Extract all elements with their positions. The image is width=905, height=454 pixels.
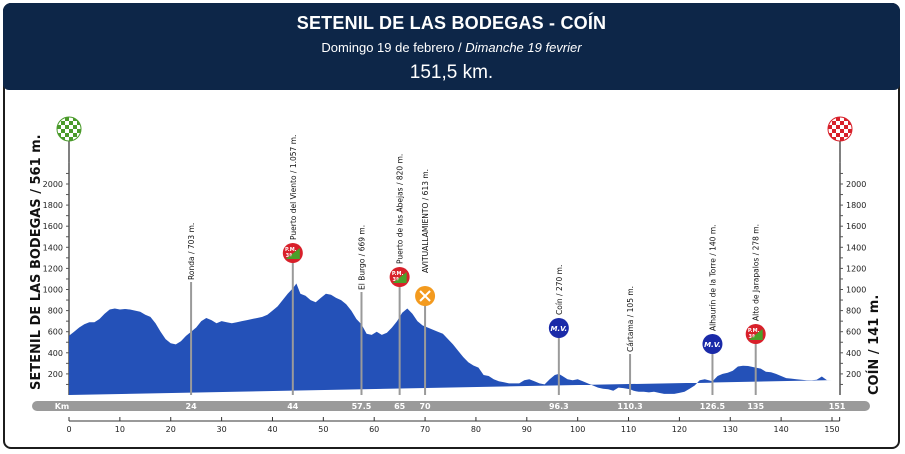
km-tick-label: 30 (217, 425, 227, 434)
right-altitude-axis: 200 400 600 800 1000 1200 1400 1600 1800 2000 (839, 162, 866, 395)
point-marker: P.M.3ª Puerto de las Abejas / 820 m. (389, 154, 410, 395)
point-marker: El Burgo / 669 m. (357, 225, 366, 395)
svg-text:P.M.: P.M. (748, 328, 760, 334)
point-label: Ronda / 703 m. (187, 223, 196, 280)
altitude-tick-label: 400 (846, 349, 861, 358)
km-bar-label: 126.5 (700, 402, 726, 411)
svg-text:3ª: 3ª (286, 253, 292, 259)
km-tick-label: 110 (621, 425, 636, 434)
altitude-tick-label: 1400 (43, 243, 63, 252)
km-tick-label: 70 (420, 425, 430, 434)
km-bar-label: 44 (287, 402, 299, 411)
km-tick-label: 40 (267, 425, 277, 434)
altitude-tick-label: 1600 (846, 222, 866, 231)
km-tick-label: 140 (773, 425, 788, 434)
km-tick-label: 120 (672, 425, 687, 434)
altitude-tick-label: 1600 (43, 222, 63, 231)
km-bar-background (32, 401, 870, 411)
km-tick-label: 60 (369, 425, 379, 434)
point-marker: AVITUALLAMIENTO / 613 m. (415, 169, 436, 395)
stage-title: SETENIL DE LAS BODEGAS - COÍN (296, 13, 607, 33)
altitude-tick-label: 600 (48, 328, 63, 337)
altitude-tick-label: 600 (846, 328, 861, 337)
km-tick-label: 20 (166, 425, 176, 434)
km-bar: Km 24 44 57.5 65 70 96.3 110.3 126.5 135 151 (32, 401, 870, 411)
stage-date: Domingo 19 de febrero / Dimanche 19 fevr… (3, 40, 900, 55)
svg-text:3ª: 3ª (749, 334, 755, 340)
km-bar-label: 135 (747, 402, 764, 411)
altitude-tick-label: 1400 (846, 243, 866, 252)
km-bar-label: 110.3 (617, 402, 642, 411)
altitude-tick-label: 800 (846, 307, 861, 316)
km-tick-label: 150 (824, 425, 839, 434)
stage-distance: 151,5 km. (409, 62, 494, 83)
altitude-tick-label: 400 (48, 349, 63, 358)
km-bar-label: 70 (419, 402, 431, 411)
km-tick-label: 80 (471, 425, 481, 434)
km-tick-label: 100 (570, 425, 585, 434)
point-label: AVITUALLAMIENTO / 613 m. (421, 169, 430, 273)
start-label: SETENIL DE LAS BODEGAS / 561 m. (29, 134, 44, 390)
svg-text:P.M.: P.M. (285, 247, 297, 253)
start-flag-icon (56, 116, 82, 142)
point-label: Alhaurín de la Torre / 140 m. (708, 224, 717, 331)
intermediate-sprint-icon (702, 334, 723, 354)
point-marker: M.V. Coín / 270 m. (548, 265, 569, 395)
intermediate-sprint-icon (548, 318, 569, 338)
altitude-tick-label: 2000 (43, 180, 63, 189)
date-french: Dimanche 19 fevrier (465, 40, 582, 55)
point-label: Alto de Jarapalos / 278 m. (752, 224, 761, 321)
point-marker: Cártama / 105 m. (626, 286, 635, 395)
km-tick-label: 10 (115, 425, 125, 434)
point-label: Puerto de las Abejas / 820 m. (396, 154, 405, 264)
svg-text:M.V.: M.V. (551, 325, 568, 333)
stage-header: SETENIL DE LAS BODEGAS - COÍN Domingo 19… (3, 3, 900, 90)
elevation-profile-area (69, 283, 832, 395)
altitude-tick-label: 2000 (846, 180, 866, 189)
point-label: Cártama / 105 m. (626, 286, 635, 352)
km-bar-label: 151 (829, 402, 846, 411)
altitude-tick-label: 1200 (846, 264, 866, 273)
altitude-tick-label: 800 (48, 307, 63, 316)
point-marker: M.V. Alhaurín de la Torre / 140 m. (702, 224, 723, 395)
finish-flag-icon (827, 116, 853, 142)
km-tick-label: 130 (723, 425, 738, 434)
km-tick-label: 90 (522, 425, 532, 434)
km-bar-label: 24 (186, 402, 198, 411)
altitude-tick-label: 1000 (846, 286, 866, 295)
svg-text:P.M.: P.M. (392, 271, 404, 277)
altitude-tick-label: 1000 (43, 286, 63, 295)
svg-text:3ª: 3ª (392, 277, 398, 283)
point-label: Puerto del Viento / 1.057 m. (289, 135, 298, 240)
km-bar-label: 65 (394, 402, 406, 411)
svg-text:M.V.: M.V. (704, 341, 721, 349)
point-marker: P.M.3ª Alto de Jarapalos / 278 m. (745, 224, 766, 395)
date-spanish: Domingo 19 de febrero / (321, 40, 462, 55)
altitude-tick-label: 1200 (43, 264, 63, 273)
point-label: Coín / 270 m. (555, 265, 564, 315)
point-marker: P.M.3ª Puerto del Viento / 1.057 m. (282, 135, 303, 395)
altitude-tick-label: 200 (48, 370, 63, 379)
km-tick-label: 50 (318, 425, 328, 434)
altitude-tick-label: 1800 (846, 201, 866, 210)
point-marker: Ronda / 703 m. (187, 223, 196, 395)
km-bar-title: Km (55, 402, 70, 411)
left-altitude-axis: 200 400 600 800 1000 1200 1400 1600 1800 2000 (43, 162, 70, 395)
km-bar-label: 96.3 (549, 402, 569, 411)
km-tick-label: 0 (66, 425, 71, 434)
km-axis: 0 10 20 30 40 50 60 70 80 90 100 110 120 130 140 150 (66, 417, 841, 434)
altitude-tick-label: 1800 (43, 201, 63, 210)
finish-label: COÍN / 141 m. (866, 295, 882, 395)
point-label: El Burgo / 669 m. (357, 225, 366, 290)
altitude-tick-label: 200 (846, 370, 861, 379)
km-bar-label: 57.5 (352, 402, 372, 411)
